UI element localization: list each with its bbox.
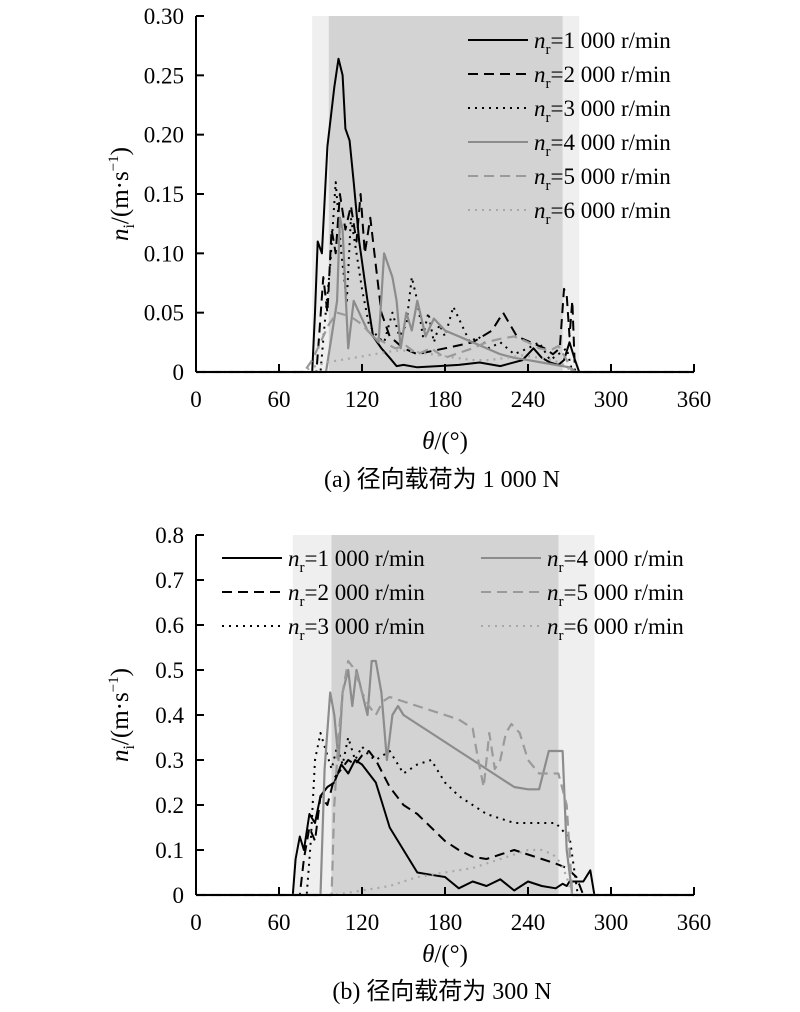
legend-label-1: nr=1 000 r/min	[288, 546, 425, 576]
chart-a-radial-load-1000n: 0 60 120 180 240 300 360 0 0.05 0.10 0.15 0.20 0.25 0…	[106, 4, 711, 493]
x-tick-label: 300	[594, 387, 629, 412]
x-axis-label: θ/(°)	[422, 428, 468, 455]
y-tick-label: 0.7	[155, 568, 184, 593]
y-tick-label: 0.2	[155, 793, 184, 818]
x-tick-label: 180	[428, 910, 463, 935]
series-line-6	[196, 349, 694, 374]
x-tick-label: 240	[511, 910, 546, 935]
series-line-5	[196, 311, 694, 374]
series-line-2	[196, 750, 694, 896]
y-axis-label: ni/(m·s−1)	[106, 668, 138, 762]
legend-label-4: nr=4 000 r/min	[534, 130, 671, 160]
series-line-2	[196, 193, 694, 373]
x-tick-label: 360	[677, 387, 712, 412]
legend-label-2: nr=2 000 r/min	[288, 580, 425, 610]
y-tick-label: 0.3	[155, 748, 184, 773]
series-line-4	[196, 659, 694, 897]
x-axis-label: θ/(°)	[422, 941, 468, 968]
shaded-region-dark	[328, 16, 563, 372]
y-tick-label: 0.30	[144, 4, 184, 29]
x-tick-label: 0	[190, 910, 202, 935]
x-tick-label: 120	[345, 910, 380, 935]
x-tick-label: 240	[511, 387, 546, 412]
y-axis-label: ni/(m·s−1)	[106, 147, 138, 241]
chart-b-radial-load-300n: 0 60 120 180 240 300 360 0 0.1 0.2 0.3 0.4 0.5 0.6 0.7…	[106, 523, 711, 1005]
legend: nr=1 000 r/min nr=4 000 r/min nr=2 000 r/m…	[222, 546, 684, 644]
legend-label-2: nr=2 000 r/min	[534, 62, 671, 92]
series-line-1	[196, 759, 694, 896]
legend-label-5: nr=5 000 r/min	[534, 164, 671, 194]
y-tick-label: 0.10	[144, 241, 184, 266]
legend: nr=1 000 r/min nr=2 000 r/min nr=3 000 r/m…	[468, 28, 671, 228]
x-tick-label: 180	[428, 387, 463, 412]
legend-label-6: nr=6 000 r/min	[534, 198, 671, 228]
x-tick-label: 120	[345, 387, 380, 412]
y-tick-label: 0.1	[155, 838, 184, 863]
series-line-5	[196, 659, 694, 897]
y-tick-label: 0.20	[144, 123, 184, 148]
x-tick-label: 60	[268, 910, 291, 935]
y-tick-label: 0.25	[144, 63, 184, 88]
legend-label-4: nr=4 000 r/min	[547, 546, 684, 576]
legend-label-6: nr=6 000 r/min	[547, 614, 684, 644]
series-line-4	[196, 216, 694, 374]
y-tick-label: 0	[173, 883, 185, 908]
x-tick-label: 60	[268, 387, 291, 412]
legend-label-3: nr=3 000 r/min	[534, 96, 671, 126]
legend-label-3: nr=3 000 r/min	[288, 614, 425, 644]
chart-caption: (b) 径向载荷为 300 N	[332, 978, 551, 1005]
y-tick-label: 0.05	[144, 301, 184, 326]
legend-label-1: nr=1 000 r/min	[534, 28, 671, 58]
y-tick-label: 0	[173, 360, 185, 385]
x-tick-label: 0	[190, 387, 202, 412]
x-tick-label: 360	[677, 910, 712, 935]
y-tick-label: 0.4	[155, 703, 184, 728]
legend-label-5: nr=5 000 r/min	[547, 580, 684, 610]
x-tick-label: 300	[594, 910, 629, 935]
y-tick-label: 0.8	[155, 523, 184, 548]
y-tick-label: 0.6	[155, 613, 184, 638]
chart-caption: (a) 径向载荷为 1 000 N	[324, 466, 560, 493]
y-tick-label: 0.5	[155, 658, 184, 683]
y-tick-label: 0.15	[144, 182, 184, 207]
